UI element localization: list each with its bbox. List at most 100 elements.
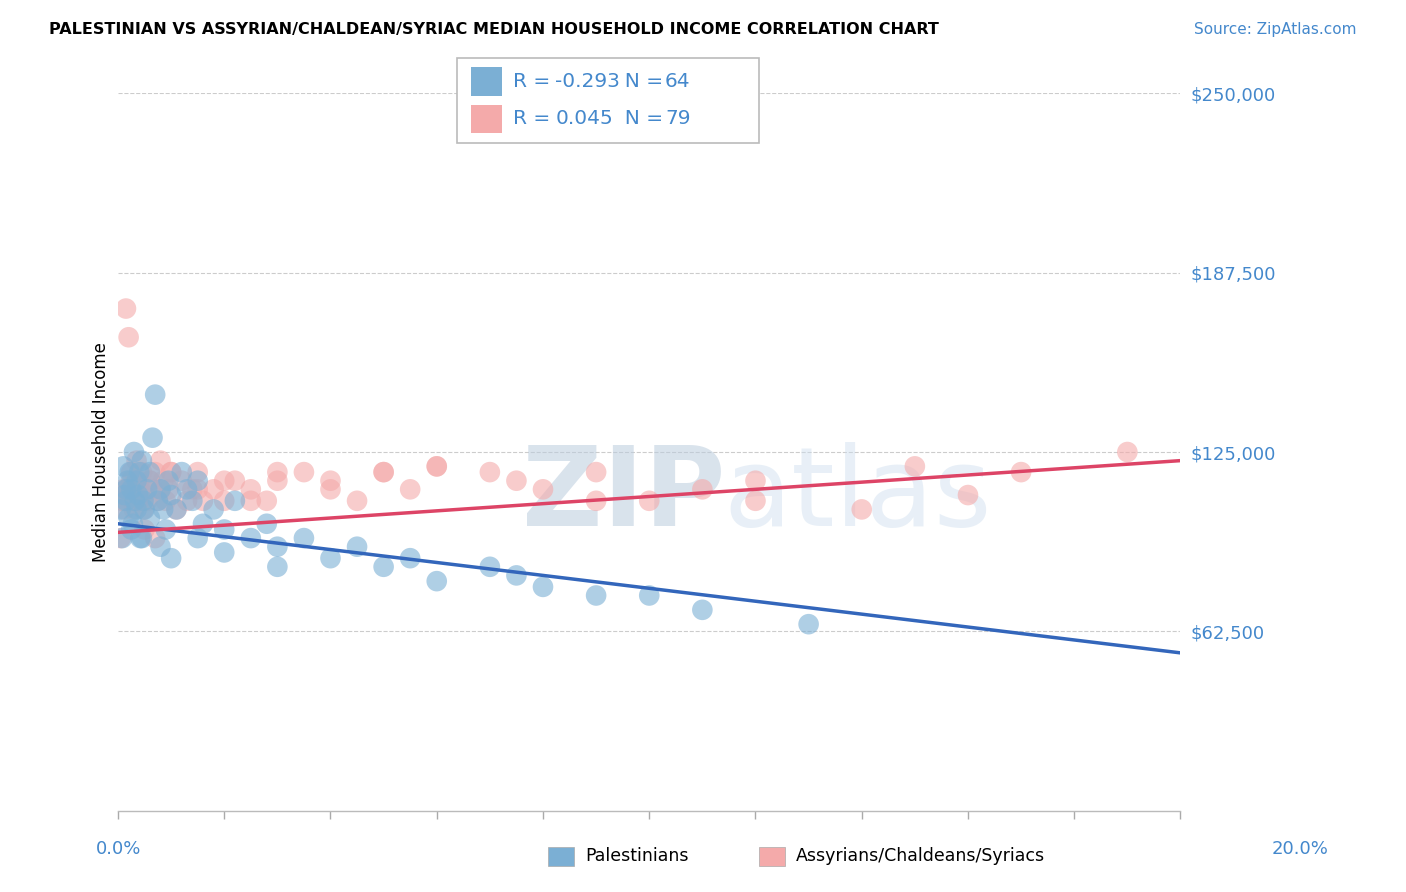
Text: R =: R = [513, 72, 557, 91]
Point [176, 483, 198, 497]
Point [112, 459, 135, 474]
Point [373, 559, 395, 574]
Point [117, 488, 139, 502]
Point [155, 493, 177, 508]
Point [224, 493, 246, 508]
Point [266, 474, 288, 488]
Point [212, 523, 235, 537]
Point [149, 483, 172, 497]
Point [505, 474, 527, 488]
Text: 0.0%: 0.0% [96, 840, 141, 858]
Point [638, 493, 661, 508]
Point [117, 511, 139, 525]
Point [505, 568, 527, 582]
Point [202, 502, 225, 516]
Point [191, 493, 214, 508]
Text: -0.293: -0.293 [555, 72, 620, 91]
Point [128, 493, 150, 508]
Point [132, 493, 155, 508]
Point [112, 493, 135, 508]
Point [122, 493, 145, 508]
Point [212, 474, 235, 488]
Point [181, 493, 204, 508]
Point [426, 459, 449, 474]
Point [187, 531, 209, 545]
Point [202, 483, 225, 497]
Text: Palestinians: Palestinians [585, 847, 689, 865]
Point [1116, 445, 1139, 459]
Point [239, 493, 262, 508]
Point [134, 523, 156, 537]
Point [152, 502, 174, 516]
Point [956, 488, 979, 502]
Point [170, 474, 193, 488]
Point [373, 465, 395, 479]
Point [373, 465, 395, 479]
Point [115, 493, 138, 508]
Point [141, 431, 163, 445]
Point [131, 531, 153, 545]
Point [399, 483, 422, 497]
Point [136, 483, 159, 497]
Point [346, 493, 368, 508]
Point [111, 531, 134, 545]
Point [478, 465, 501, 479]
Point [176, 493, 198, 508]
Point [426, 574, 449, 589]
Y-axis label: Median Household Income: Median Household Income [93, 343, 110, 562]
Point [187, 465, 209, 479]
Point [132, 502, 155, 516]
Point [112, 488, 135, 502]
Point [112, 483, 135, 497]
Point [531, 580, 554, 594]
Point [160, 465, 183, 479]
Point [127, 493, 149, 508]
Point [131, 453, 153, 467]
Point [191, 516, 214, 531]
Point [585, 589, 607, 603]
Point [149, 483, 172, 497]
Point [319, 474, 342, 488]
Point [152, 474, 174, 488]
Point [797, 617, 820, 632]
Point [120, 465, 142, 479]
Point [585, 465, 607, 479]
Point [134, 488, 156, 502]
Point [157, 483, 180, 497]
Point [426, 459, 449, 474]
Text: N =: N = [612, 72, 669, 91]
Text: atlas: atlas [724, 442, 993, 549]
Point [692, 603, 714, 617]
Point [129, 531, 152, 545]
Point [122, 445, 145, 459]
Point [692, 483, 714, 497]
Point [139, 511, 162, 525]
Point [181, 483, 204, 497]
Point [256, 516, 278, 531]
Point [117, 330, 139, 344]
Point [143, 387, 166, 401]
Point [134, 502, 156, 516]
Point [266, 559, 288, 574]
Point [239, 483, 262, 497]
Point [744, 474, 766, 488]
Point [122, 483, 145, 497]
Point [155, 523, 177, 537]
Point [110, 502, 132, 516]
Point [399, 551, 422, 566]
Point [124, 474, 146, 488]
Point [124, 493, 146, 508]
Point [118, 465, 141, 479]
Point [118, 493, 141, 508]
Point [212, 493, 235, 508]
Point [136, 493, 159, 508]
Point [585, 493, 607, 508]
Point [160, 465, 183, 479]
Point [904, 459, 927, 474]
Point [125, 474, 148, 488]
Point [851, 502, 873, 516]
Text: R =: R = [513, 110, 557, 128]
Point [115, 483, 138, 497]
Point [149, 453, 172, 467]
Point [170, 465, 193, 479]
